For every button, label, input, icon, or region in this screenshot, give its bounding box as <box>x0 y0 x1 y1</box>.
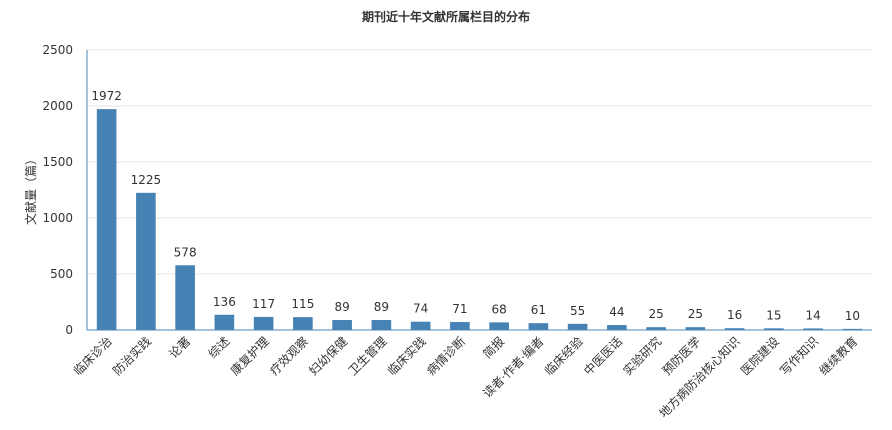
data-label: 14 <box>805 308 820 322</box>
chart-title: 期刊近十年文献所属栏目的分布 <box>362 9 530 24</box>
data-labels: 1972 1225 578 136 117 115 89 89 74 71 68 61 55 44 25 25… <box>91 89 860 323</box>
data-label: 16 <box>727 308 742 322</box>
y-tick-label: 0 <box>65 323 73 337</box>
bar[interactable] <box>253 316 274 330</box>
data-label: 89 <box>334 300 349 314</box>
data-label: 25 <box>648 307 663 321</box>
bar[interactable] <box>646 327 666 330</box>
x-tick-label: 防治实践 <box>109 334 154 379</box>
x-tick-label: 简报 <box>480 334 508 362</box>
bar[interactable] <box>764 328 784 330</box>
x-tick-label: 临床实践 <box>384 334 429 379</box>
bar[interactable] <box>489 322 509 330</box>
x-tick-label: 妇幼保健 <box>306 334 350 378</box>
data-label: 578 <box>174 245 197 259</box>
data-label: 1972 <box>91 89 122 103</box>
bar[interactable] <box>214 314 235 330</box>
data-label: 71 <box>452 302 467 316</box>
y-tick-labels: 0 500 1000 1500 2000 2500 <box>42 43 73 337</box>
data-label: 61 <box>531 303 546 317</box>
bar[interactable] <box>685 327 706 330</box>
bar[interactable] <box>528 323 549 330</box>
x-tick-label: 疗效观察 <box>266 334 311 379</box>
x-tick-label: 康复护理 <box>227 334 272 379</box>
bar[interactable] <box>410 321 431 330</box>
bar[interactable] <box>607 325 627 330</box>
y-axis-label: 文献量（篇） <box>23 153 38 225</box>
x-tick-label: 写作知识 <box>777 334 821 378</box>
data-label: 136 <box>213 295 236 309</box>
data-label: 10 <box>845 309 860 323</box>
x-tick-label: 实验研究 <box>620 334 665 379</box>
data-label: 74 <box>413 302 428 316</box>
data-label: 25 <box>688 307 703 321</box>
gridlines <box>87 49 872 275</box>
bar[interactable] <box>842 328 863 330</box>
x-tick-label: 临床经验 <box>541 334 586 379</box>
x-tick-label: 病情诊断 <box>423 334 468 379</box>
x-tick-label: 继续教育 <box>816 334 861 379</box>
data-label: 44 <box>609 305 624 319</box>
bar[interactable] <box>724 328 745 330</box>
bar[interactable] <box>332 320 352 330</box>
x-tick-label: 卫生管理 <box>345 334 390 379</box>
y-tick-label: 1000 <box>42 211 73 225</box>
bar[interactable] <box>450 322 470 330</box>
x-tick-label: 综述 <box>206 334 233 361</box>
x-tick-label: 中医医话 <box>580 334 625 379</box>
data-label: 15 <box>766 308 781 322</box>
bar[interactable] <box>567 323 588 330</box>
bar[interactable] <box>293 317 313 330</box>
bar[interactable] <box>371 320 392 330</box>
bar[interactable] <box>136 192 156 330</box>
bar[interactable] <box>175 265 195 330</box>
y-tick-label: 500 <box>50 267 73 281</box>
bar[interactable] <box>96 109 117 330</box>
y-tick-label: 2500 <box>42 43 73 57</box>
data-label: 89 <box>374 300 389 314</box>
data-label: 1225 <box>131 173 162 187</box>
data-label: 115 <box>291 297 314 311</box>
data-label: 117 <box>252 297 275 311</box>
bars <box>96 109 863 330</box>
bar[interactable] <box>803 328 823 330</box>
data-label: 68 <box>491 302 506 316</box>
x-tick-label: 医院建设 <box>738 334 782 378</box>
x-tick-label: 临床诊治 <box>71 334 115 378</box>
y-tick-label: 1500 <box>42 155 73 169</box>
x-tick-label: 论著 <box>166 334 193 361</box>
data-label: 55 <box>570 304 585 318</box>
y-tick-label: 2000 <box>42 99 73 113</box>
